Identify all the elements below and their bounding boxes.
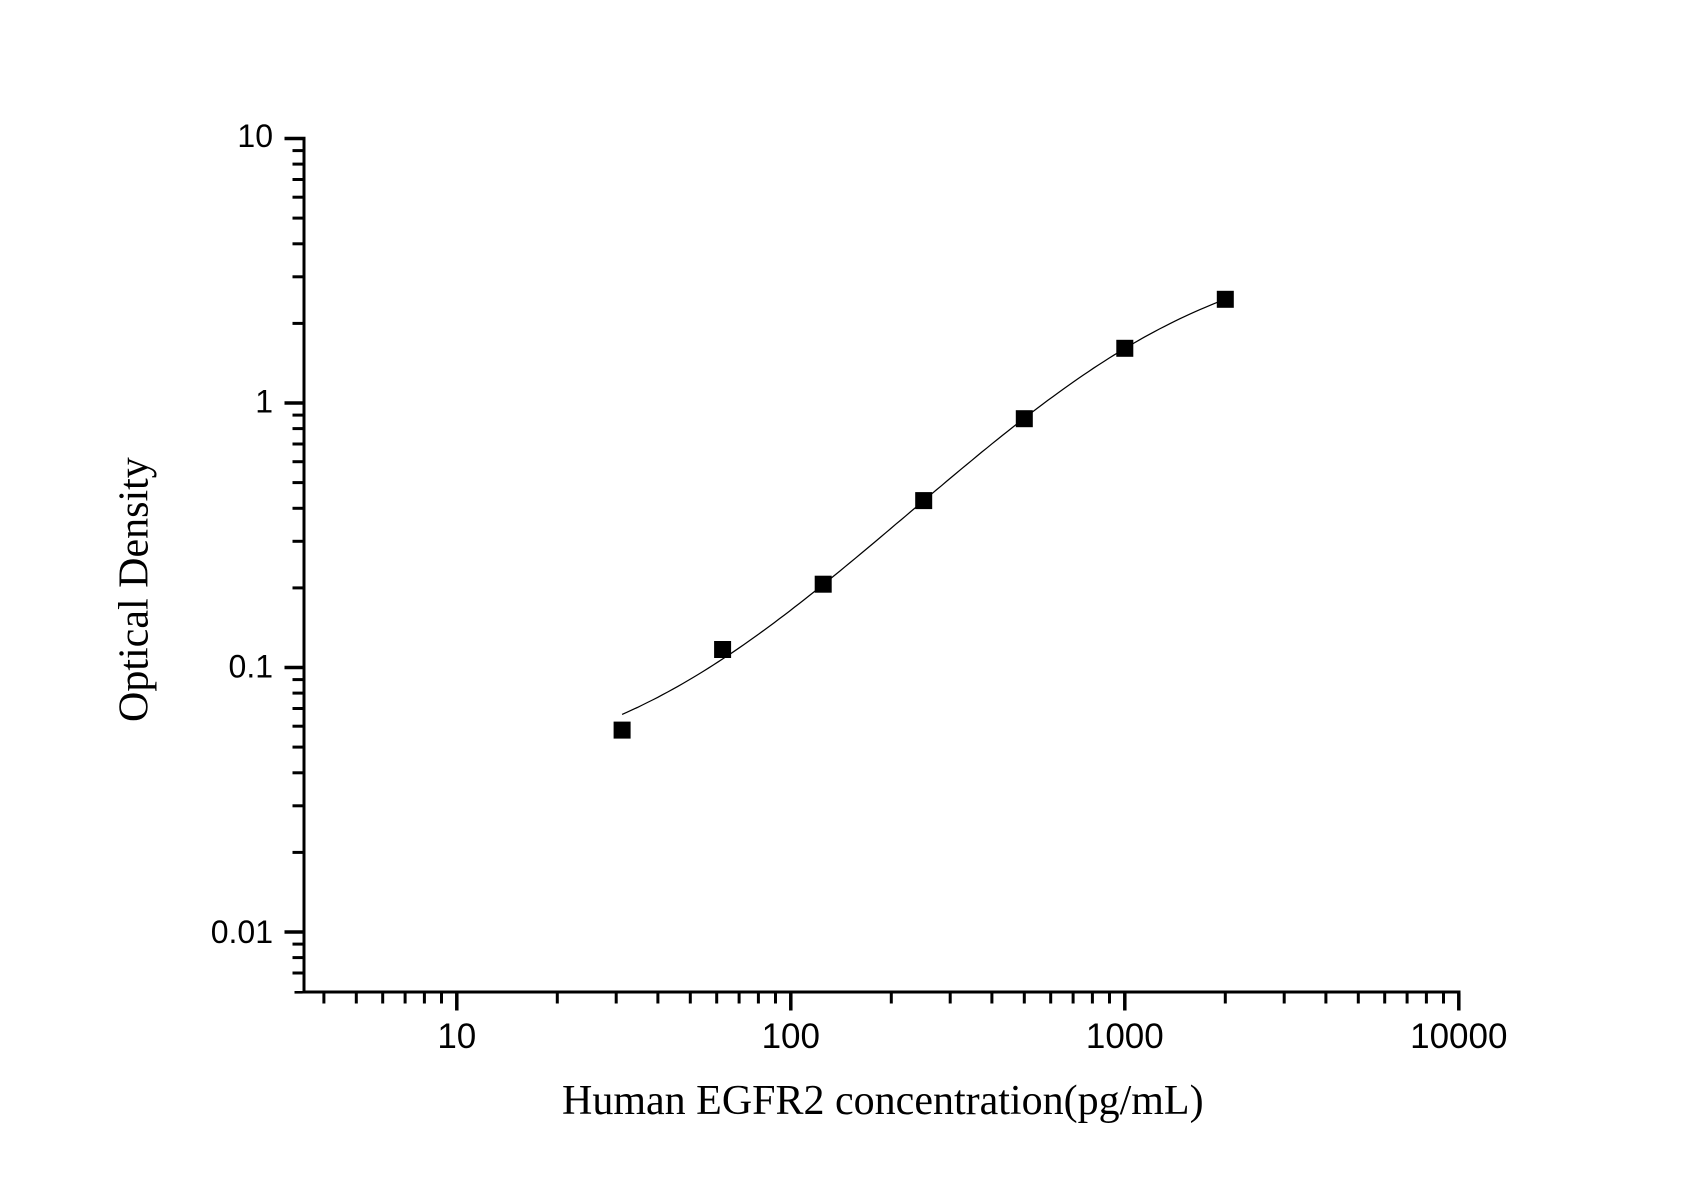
svg-text:10: 10 (237, 118, 273, 154)
svg-text:0.01: 0.01 (211, 914, 273, 950)
svg-text:0.1: 0.1 (229, 648, 273, 684)
svg-text:10: 10 (437, 1017, 476, 1056)
svg-text:1: 1 (255, 384, 273, 420)
svg-text:1000: 1000 (1086, 1017, 1164, 1056)
svg-text:Human EGFR2 concentration(pg/m: Human EGFR2 concentration(pg/mL) (562, 1078, 1204, 1124)
svg-text:Optical Density: Optical Density (112, 457, 158, 722)
svg-text:100: 100 (762, 1017, 820, 1056)
svg-text:10000: 10000 (1410, 1017, 1507, 1056)
